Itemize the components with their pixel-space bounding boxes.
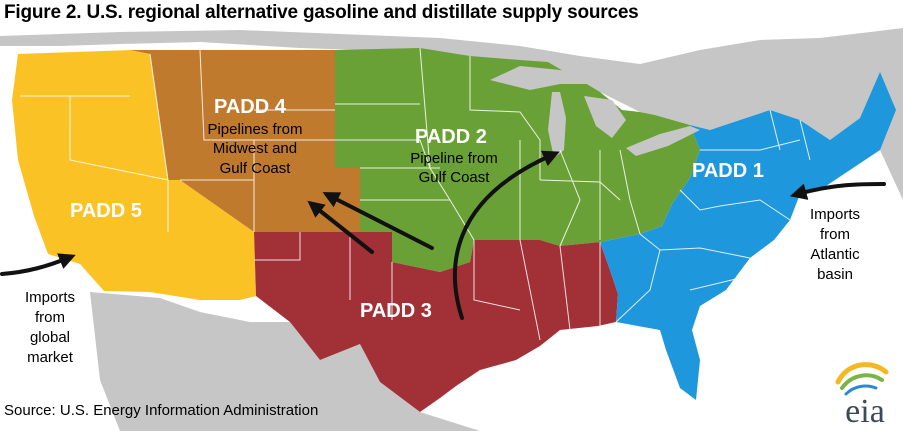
atlantic-imports-line3: Atlantic [810, 246, 860, 263]
padd5-region [12, 50, 256, 300]
state-borders [20, 47, 811, 341]
global-imports-line3: global [29, 329, 71, 346]
lake-superior [490, 66, 596, 90]
padd1-region [600, 72, 896, 400]
source-note: Source: U.S. Energy Information Administ… [4, 402, 319, 419]
global-imports-line2: from [35, 309, 65, 326]
padd4-desc-line1: Pipelines from [207, 121, 303, 138]
atlantic-imports-line1: Imports [809, 206, 860, 223]
padd2-desc-line1: Pipeline from [410, 150, 498, 167]
lake-erie-ontario [626, 126, 700, 156]
atlantic-imports-line4: basin [817, 266, 853, 283]
supply-arrows [0, 150, 886, 320]
global-imports-line1: Imports [24, 289, 75, 306]
logo-text: eia [845, 393, 885, 428]
padd2-desc-line2: Gulf Coast [418, 169, 490, 186]
padd4-label: PADD 4 [214, 96, 286, 118]
padd2-label: PADD 2 [415, 126, 487, 148]
canada-landmass [0, 28, 903, 200]
padd4-desc-line3: Gulf Coast [219, 160, 291, 177]
atlantic-imports-line2: from [820, 226, 850, 243]
figure-title: Figure 2. U.S. regional alternative gaso… [4, 2, 639, 23]
global-imports-line4: market [27, 349, 73, 366]
padd1-label: PADD 1 [692, 160, 764, 182]
padd5-label: PADD 5 [70, 200, 142, 222]
logo-wave-blue [844, 384, 878, 396]
lake-huron [584, 96, 626, 138]
arrow-gulf-to-midwest [452, 150, 560, 320]
arrow-global-imports [0, 253, 76, 276]
padd3-label: PADD 3 [360, 300, 432, 322]
logo-wave-yellow [835, 362, 889, 385]
mexico-landmass [90, 292, 480, 431]
arrow-gulf-to-rockies [307, 200, 374, 254]
lake-michigan [548, 92, 566, 158]
padd4-region [130, 50, 360, 232]
eia-logo: eia [835, 362, 889, 428]
arrow-midwest-to-rockies [322, 192, 434, 250]
logo-wave-green [840, 373, 884, 390]
arrow-atlantic-imports [789, 182, 886, 200]
padd4-desc-line2: Midwest and [212, 140, 298, 157]
